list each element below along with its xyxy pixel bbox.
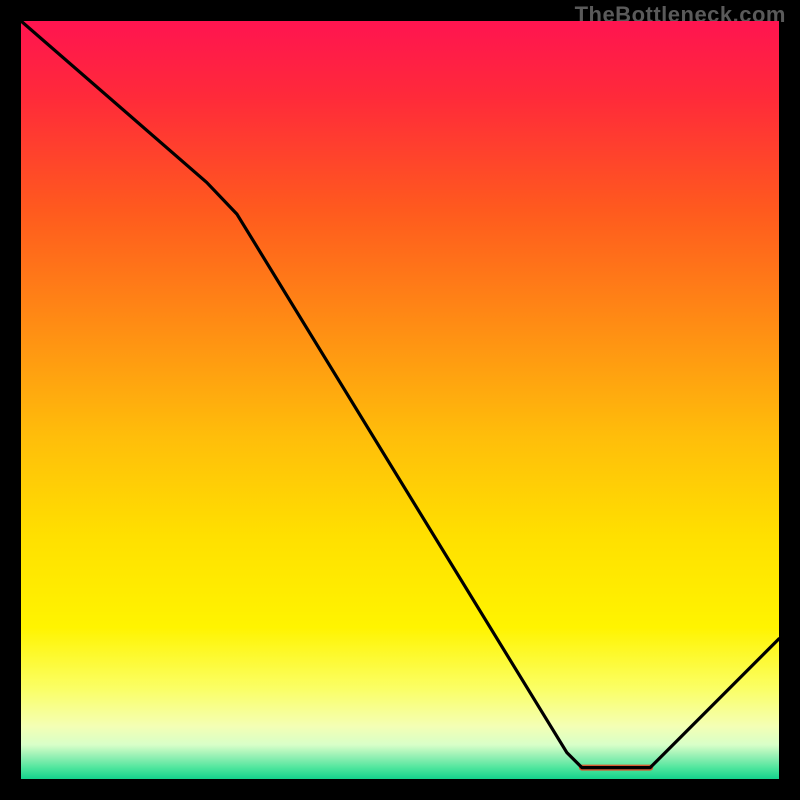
chart-container: TheBottleneck.com xyxy=(0,0,800,800)
plot-area xyxy=(21,21,779,779)
chart-svg xyxy=(21,21,779,779)
gradient-background xyxy=(21,21,779,779)
